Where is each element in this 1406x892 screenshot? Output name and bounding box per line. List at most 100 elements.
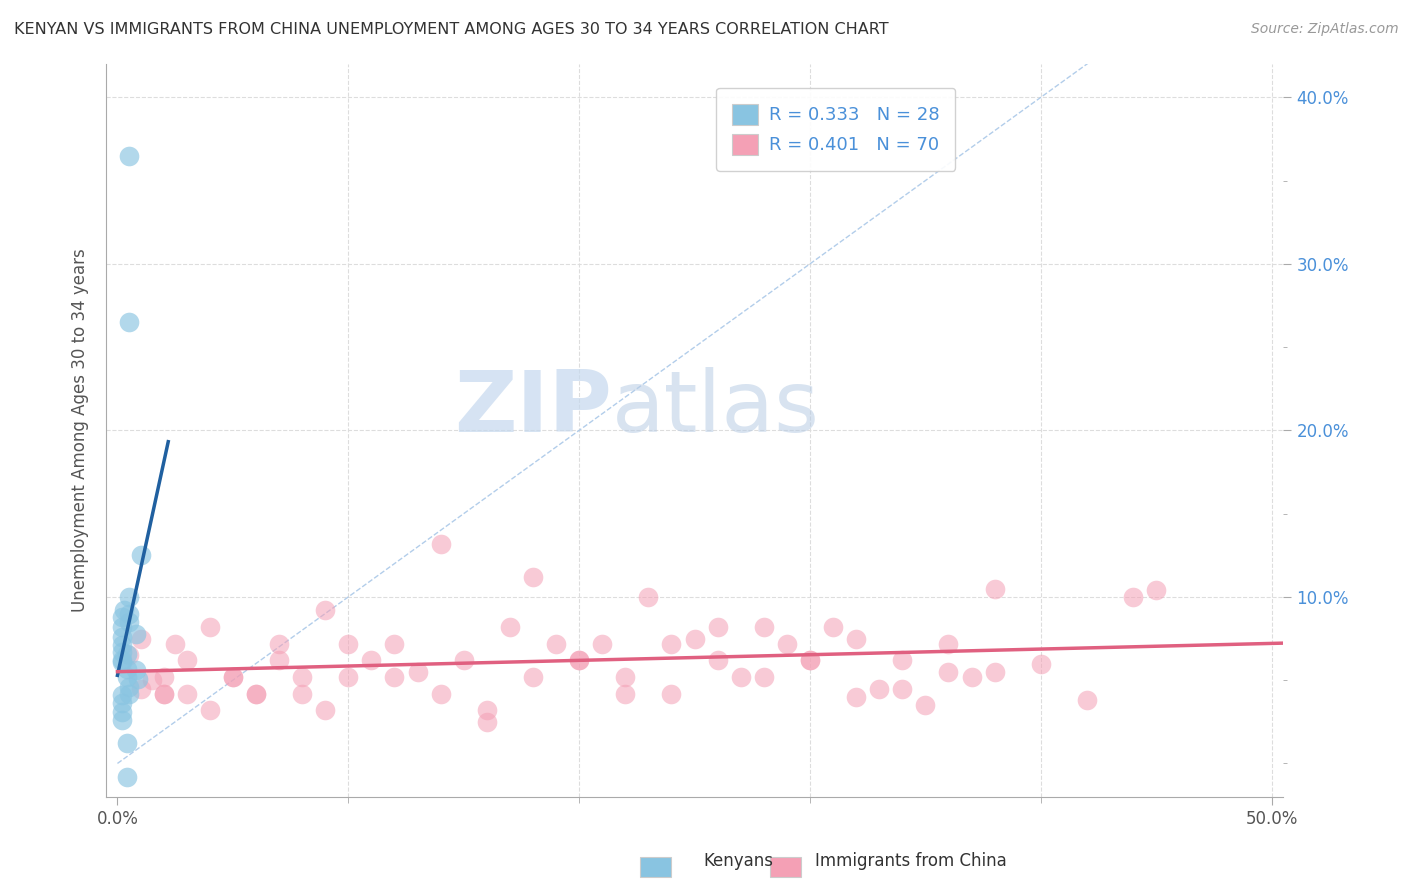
Immigrants from China <box>568 653 591 667</box>
Immigrants from China <box>429 536 451 550</box>
Immigrants from China <box>222 670 245 684</box>
Immigrants from China <box>245 686 267 700</box>
Immigrants from China <box>891 653 914 667</box>
Immigrants from China <box>637 590 659 604</box>
Immigrants from China <box>337 670 360 684</box>
Immigrants from China <box>245 686 267 700</box>
Immigrants from China <box>845 690 868 704</box>
Kenyans <box>125 663 148 677</box>
Immigrants from China <box>568 653 591 667</box>
Immigrants from China <box>799 653 821 667</box>
Immigrants from China <box>938 636 960 650</box>
Immigrants from China <box>152 686 174 700</box>
Immigrants from China <box>499 620 522 634</box>
Immigrants from China <box>384 670 406 684</box>
Immigrants from China <box>1122 590 1144 604</box>
Immigrants from China <box>821 620 844 634</box>
Kenyans <box>118 607 141 621</box>
Text: atlas: atlas <box>612 367 820 450</box>
Immigrants from China <box>198 703 221 717</box>
Kenyans <box>111 688 134 702</box>
Immigrants from China <box>384 636 406 650</box>
Kenyans <box>111 638 134 652</box>
Kenyans <box>115 736 138 750</box>
Immigrants from China <box>129 681 152 696</box>
Immigrants from China <box>1144 583 1167 598</box>
Immigrants from China <box>176 653 198 667</box>
Immigrants from China <box>776 636 799 650</box>
Immigrants from China <box>267 653 290 667</box>
Immigrants from China <box>291 670 314 684</box>
Kenyans <box>118 590 141 604</box>
Kenyans <box>111 653 134 667</box>
Text: KENYAN VS IMMIGRANTS FROM CHINA UNEMPLOYMENT AMONG AGES 30 TO 34 YEARS CORRELATI: KENYAN VS IMMIGRANTS FROM CHINA UNEMPLOY… <box>14 22 889 37</box>
Kenyans <box>111 713 134 727</box>
Immigrants from China <box>176 686 198 700</box>
Kenyans <box>115 661 138 675</box>
Immigrants from China <box>868 681 890 696</box>
Immigrants from China <box>752 670 775 684</box>
Immigrants from China <box>314 603 336 617</box>
Text: Source: ZipAtlas.com: Source: ZipAtlas.com <box>1251 22 1399 37</box>
Immigrants from China <box>706 653 728 667</box>
Immigrants from China <box>475 703 498 717</box>
Immigrants from China <box>544 636 567 650</box>
Immigrants from China <box>222 670 245 684</box>
Legend: R = 0.333   N = 28, R = 0.401   N = 70: R = 0.333 N = 28, R = 0.401 N = 70 <box>716 87 956 171</box>
Immigrants from China <box>983 582 1005 596</box>
Immigrants from China <box>522 570 544 584</box>
Immigrants from China <box>799 653 821 667</box>
Kenyans <box>127 672 149 686</box>
Text: Immigrants from China: Immigrants from China <box>815 852 1007 870</box>
Immigrants from China <box>337 636 360 650</box>
Immigrants from China <box>914 698 936 713</box>
Kenyans <box>115 670 138 684</box>
Immigrants from China <box>661 686 683 700</box>
Kenyans <box>118 680 141 694</box>
Immigrants from China <box>198 620 221 634</box>
Text: ZIP: ZIP <box>454 367 612 450</box>
Immigrants from China <box>960 670 983 684</box>
Immigrants from China <box>141 673 163 688</box>
Immigrants from China <box>591 636 613 650</box>
Immigrants from China <box>475 714 498 729</box>
Kenyans <box>115 770 138 784</box>
Kenyans <box>111 620 134 634</box>
Immigrants from China <box>129 632 152 646</box>
Text: Kenyans: Kenyans <box>703 852 773 870</box>
Kenyans <box>112 603 135 617</box>
Immigrants from China <box>522 670 544 684</box>
Immigrants from China <box>165 636 187 650</box>
Kenyans <box>111 697 134 711</box>
Kenyans <box>111 610 134 624</box>
Immigrants from China <box>1029 657 1052 671</box>
Kenyans <box>115 647 138 661</box>
Immigrants from China <box>683 632 706 646</box>
Immigrants from China <box>730 670 752 684</box>
Immigrants from China <box>453 653 475 667</box>
Immigrants from China <box>845 632 868 646</box>
Kenyans <box>111 655 134 669</box>
Kenyans <box>129 549 152 563</box>
Immigrants from China <box>152 686 174 700</box>
Immigrants from China <box>1076 693 1098 707</box>
Kenyans <box>118 686 141 700</box>
Immigrants from China <box>706 620 728 634</box>
Immigrants from China <box>614 686 637 700</box>
Immigrants from China <box>429 686 451 700</box>
Immigrants from China <box>406 665 429 679</box>
Kenyans <box>111 705 134 719</box>
Immigrants from China <box>291 686 314 700</box>
Y-axis label: Unemployment Among Ages 30 to 34 years: Unemployment Among Ages 30 to 34 years <box>72 249 89 612</box>
Immigrants from China <box>360 653 382 667</box>
Immigrants from China <box>118 648 141 663</box>
Immigrants from China <box>152 670 174 684</box>
Immigrants from China <box>891 681 914 696</box>
Kenyans <box>125 626 148 640</box>
Kenyans <box>118 315 141 329</box>
Immigrants from China <box>267 636 290 650</box>
Immigrants from China <box>983 665 1005 679</box>
Immigrants from China <box>614 670 637 684</box>
Immigrants from China <box>314 703 336 717</box>
Immigrants from China <box>752 620 775 634</box>
